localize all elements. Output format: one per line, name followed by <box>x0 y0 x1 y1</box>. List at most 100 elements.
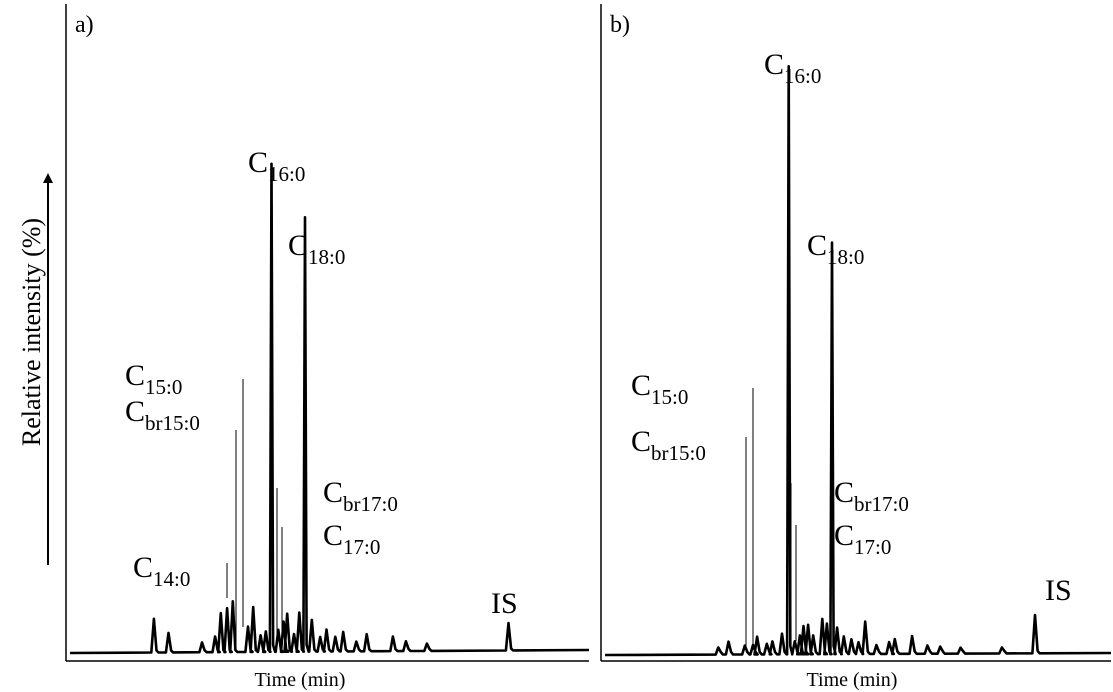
peak-label-cbr17-0: Cbr17:0 <box>834 476 909 516</box>
peak-point <box>220 612 222 614</box>
peak-label-c16-0-main: C <box>764 48 784 81</box>
peak-point <box>260 634 262 636</box>
peak-point <box>167 632 170 634</box>
peak-label-c15-0: C15:0 <box>631 369 688 409</box>
peak-label-cbr15-0-subscript: br15:0 <box>651 441 706 465</box>
peak-point <box>926 644 929 647</box>
peak-point <box>752 644 754 646</box>
peak-point <box>888 641 890 643</box>
peak-label-c17-0-subscript: 17:0 <box>343 535 380 559</box>
peak-label-c17-0: C17:0 <box>834 519 891 559</box>
peak-point <box>226 607 228 609</box>
peak-label-cbr17-0: Cbr17:0 <box>323 476 398 516</box>
peak-point <box>850 638 853 640</box>
panel-b-x-axis-label: Time (min) <box>807 669 898 691</box>
peak-label-c17-0-subscript: 17:0 <box>854 535 891 559</box>
peak-point <box>311 619 313 621</box>
peak-label-is-main: IS <box>491 587 518 620</box>
peak-point <box>894 638 896 640</box>
peak-point <box>864 621 866 623</box>
peak-point <box>270 163 273 165</box>
peak-point <box>843 635 845 638</box>
peak-label-is: IS <box>1045 574 1072 607</box>
peak-label-cbr15-0-main: C <box>631 425 651 458</box>
peak-point <box>214 635 216 638</box>
peak-label-c15-0-subscript: 15:0 <box>145 375 182 399</box>
panel-b: b) Time (min) Cbr15:0C15:0C16:0Cbr17:0C1… <box>600 4 1112 691</box>
peak-label-c18-0: C18:0 <box>807 229 864 269</box>
panel-a: a) Time (min) C14:0Cbr15:0C15:0C16:0Cbr1… <box>65 4 590 691</box>
peak-point <box>959 647 962 649</box>
peak-point <box>771 640 774 643</box>
peak-point <box>507 622 510 624</box>
peak-label-c17-0: C17:0 <box>323 519 380 559</box>
peak-point <box>799 634 801 637</box>
peak-label-cbr15-0: Cbr15:0 <box>631 425 706 465</box>
peak-label-c16-0: C16:0 <box>248 146 305 186</box>
peak-point <box>766 643 768 645</box>
peak-label-is-main: IS <box>1045 574 1072 607</box>
peak-point <box>1034 614 1036 616</box>
peak-point <box>1001 646 1003 649</box>
peak-point <box>286 613 288 615</box>
peak-label-c15-0-main: C <box>631 369 651 402</box>
peak-point <box>831 241 833 244</box>
peak-point <box>366 633 368 635</box>
y-axis-label: Relative intensity (%) <box>17 218 46 446</box>
peak-label-cbr17-0-main: C <box>323 476 343 509</box>
peak-point <box>283 620 285 623</box>
peak-point <box>277 629 279 631</box>
peak-point <box>232 600 234 602</box>
peak-point <box>727 641 730 643</box>
peak-label-c14-0-main: C <box>133 551 153 584</box>
peak-point <box>293 633 295 635</box>
peak-label-cbr17-0-main: C <box>834 476 854 509</box>
peak-label-c18-0-main: C <box>807 229 827 262</box>
peak-point <box>821 618 823 620</box>
panel-b-label: b) <box>610 12 630 38</box>
peak-point <box>355 641 357 643</box>
peak-label-c15-0: C15:0 <box>125 359 182 399</box>
peak-point <box>911 635 913 637</box>
peak-point <box>788 65 790 67</box>
peak-point <box>201 641 203 644</box>
peak-point <box>756 636 758 638</box>
peak-label-cbr17-0-subscript: br17:0 <box>343 492 398 516</box>
peak-point <box>325 628 328 631</box>
peak-label-cbr17-0-subscript: br17:0 <box>854 492 909 516</box>
peak-point <box>744 645 746 647</box>
peak-point <box>252 606 254 608</box>
peak-point <box>939 646 941 648</box>
peak-point <box>807 624 809 626</box>
peak-label-c18-0-subscript: 18:0 <box>308 245 345 269</box>
peak-label-c17-0-main: C <box>323 519 343 552</box>
peak-point <box>334 636 336 638</box>
peak-label-c14-0-subscript: 14:0 <box>153 567 190 591</box>
peak-point <box>247 626 249 628</box>
panel-a-trace <box>69 162 590 655</box>
peak-point <box>857 641 860 643</box>
peak-point <box>153 618 155 620</box>
peak-point <box>342 631 344 633</box>
peak-label-c16-0-main: C <box>248 146 268 179</box>
peak-point <box>794 640 796 642</box>
peak-label-c18-0-subscript: 18:0 <box>827 245 864 269</box>
peak-point <box>802 625 805 627</box>
peak-point <box>304 216 306 218</box>
peak-label-c17-0-main: C <box>834 519 854 552</box>
peak-label-c15-0-main: C <box>125 359 145 392</box>
peak-point <box>319 636 321 638</box>
peak-label-cbr15-0-subscript: br15:0 <box>145 411 200 435</box>
peak-label-c18-0: C18:0 <box>288 229 345 269</box>
peak-label-c16-0: C16:0 <box>764 48 821 88</box>
panel-a-x-axis-label: Time (min) <box>255 669 346 691</box>
peak-point <box>426 643 428 645</box>
peak-label-is: IS <box>491 587 518 620</box>
peak-point <box>826 622 828 625</box>
panel-b-trace <box>604 65 1112 657</box>
peak-point <box>836 627 838 629</box>
peak-label-cbr15-0: Cbr15:0 <box>125 395 200 435</box>
peak-point <box>812 634 814 637</box>
peak-point <box>298 612 300 614</box>
